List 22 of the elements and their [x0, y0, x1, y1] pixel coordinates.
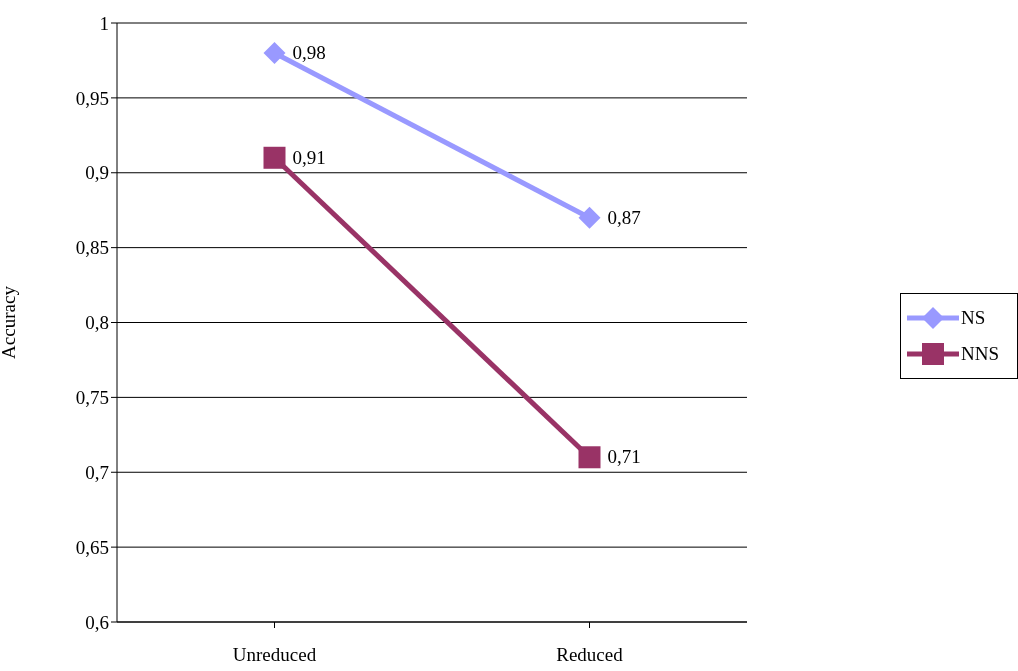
point — [578, 206, 601, 229]
legend-label: NS — [961, 306, 986, 329]
point — [263, 41, 286, 64]
point — [263, 146, 286, 169]
legend-label: NNS — [961, 342, 1000, 365]
y-tick-label: 0,75 — [75, 387, 109, 409]
y-tick-label: 0,6 — [85, 611, 109, 633]
y-tick-label: 0,7 — [85, 461, 109, 483]
data-label: 0,91 — [292, 146, 326, 168]
x-tick-label: Reduced — [556, 644, 624, 666]
y-tick-label: 1 — [99, 12, 109, 34]
y-tick-label: 0,8 — [85, 312, 109, 334]
y-tick-label: 0,65 — [75, 536, 109, 558]
data-label: 0,71 — [607, 446, 641, 468]
data-label: 0,87 — [607, 206, 641, 228]
y-tick-label: 0,9 — [85, 162, 109, 184]
point — [578, 446, 601, 469]
data-label: 0,98 — [292, 41, 326, 63]
y-tick-label: 0,95 — [75, 87, 109, 109]
y-axis-title: Accuracy — [0, 285, 19, 359]
y-tick-label: 0,85 — [75, 237, 109, 259]
x-tick-label: Unreduced — [232, 644, 317, 666]
